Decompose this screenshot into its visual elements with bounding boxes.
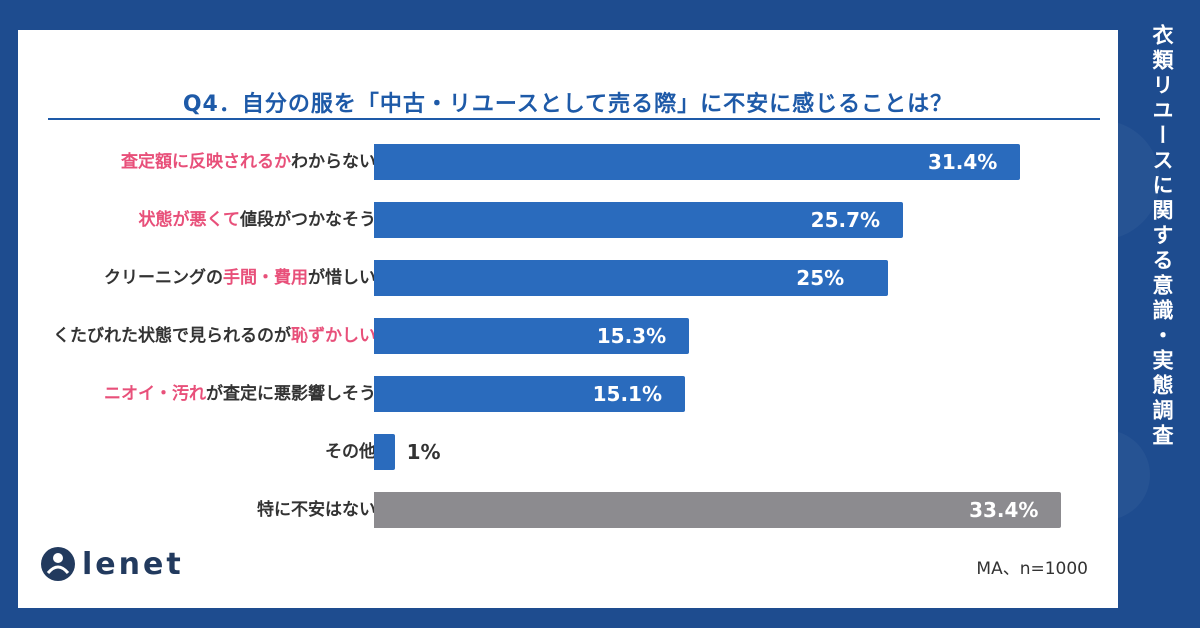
bar [374, 492, 1062, 528]
category-label: その他 [325, 434, 376, 470]
bar [374, 144, 1020, 180]
category-label: クリーニングの手間・費用が惜しい [104, 260, 376, 296]
bar [374, 376, 685, 412]
value-label: 1% [406, 440, 441, 464]
chart-title: Q4．自分の服を「中古・リユースとして売る際」に不安に感じることは？ [182, 92, 954, 117]
sample-note: MA、n=1000 [976, 559, 1088, 579]
bar-row: クリーニングの手間・費用が惜しい 25% [18, 260, 1118, 296]
category-label: 査定額に反映されるかわからない [121, 144, 376, 180]
label-text: その他 [325, 442, 376, 462]
bar-row: くたびれた状態で見られるのが恥ずかしい 15.3% [18, 318, 1118, 354]
value-label: 31.4% [927, 150, 998, 174]
bar-row: 特に不安はない 33.4% [18, 492, 1118, 528]
category-label: ニオイ・汚れが査定に悪影響しそう [104, 376, 376, 412]
label-highlight: 恥ずかしい [291, 326, 376, 346]
bar-row: その他 1% [18, 434, 1118, 470]
label-text: 値段がつかなそう [240, 210, 376, 230]
bar [374, 260, 889, 296]
category-label: くたびれた状態で見られるのが恥ずかしい [53, 318, 376, 354]
lenet-logo-icon [41, 547, 75, 581]
bar [374, 318, 689, 354]
title-divider [48, 118, 1100, 120]
value-label: 25% [796, 266, 845, 290]
label-highlight: 手間・費用 [223, 268, 308, 288]
label-highlight: 状態が悪くて [138, 210, 241, 230]
side-title: 衣類リユースに関する意識・実態調査 [1150, 24, 1174, 449]
value-label: 15.3% [596, 324, 667, 348]
label-text: くたびれた状態で見られるのが [53, 326, 291, 346]
bar-row: 状態が悪くて値段がつかなそう 25.7% [18, 202, 1118, 238]
bar [374, 434, 395, 470]
label-highlight: ニオイ・汚れ [104, 384, 206, 404]
value-label: 25.7% [810, 208, 881, 232]
category-label: 特に不安はない [257, 492, 376, 528]
value-label: 33.4% [969, 498, 1039, 522]
value-label: 15.1% [592, 382, 663, 406]
category-label: 状態が悪くて値段がつかなそう [139, 202, 377, 238]
bar-row: 査定額に反映されるかわからない 31.4% [18, 144, 1118, 180]
label-text: が査定に悪影響しそう [206, 384, 376, 404]
brand-name: lenet [82, 546, 184, 582]
label-highlight: 査定額に反映されるか [121, 152, 291, 172]
bar-row: ニオイ・汚れが査定に悪影響しそう 15.1% [18, 376, 1118, 412]
label-text: が惜しい [308, 268, 376, 288]
label-text: クリーニングの [104, 268, 223, 288]
brand-logo: lenet [40, 544, 184, 584]
label-text: 特に不安はない [257, 500, 376, 520]
bar [374, 202, 903, 238]
chart-card: Q4．自分の服を「中古・リユースとして売る際」に不安に感じることは？ 査定額に反… [18, 30, 1118, 608]
label-text: わからない [291, 152, 376, 172]
